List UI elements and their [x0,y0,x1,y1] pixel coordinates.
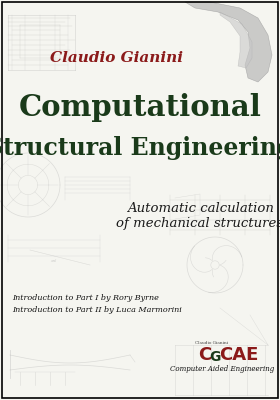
Text: xal: xal [50,259,56,263]
Text: Automatic calculation: Automatic calculation [127,202,274,214]
Polygon shape [220,12,252,68]
Text: Introduction to Part II by Luca Marmorini: Introduction to Part II by Luca Marmorin… [12,306,182,314]
Text: Claudio Gianini: Claudio Gianini [195,341,228,345]
Text: G: G [209,350,220,364]
Polygon shape [185,2,272,82]
Text: C: C [198,346,211,364]
Text: Claudio Gianini: Claudio Gianini [50,51,183,65]
Text: Computer Aided Engineering: Computer Aided Engineering [170,365,274,373]
Text: CAE: CAE [219,346,258,364]
Text: Structural Engineering: Structural Engineering [0,136,280,160]
Text: of mechanical structures: of mechanical structures [116,218,280,230]
Text: Computational: Computational [18,94,262,122]
Text: Introduction to Part I by Rory Byrne: Introduction to Part I by Rory Byrne [12,294,159,302]
